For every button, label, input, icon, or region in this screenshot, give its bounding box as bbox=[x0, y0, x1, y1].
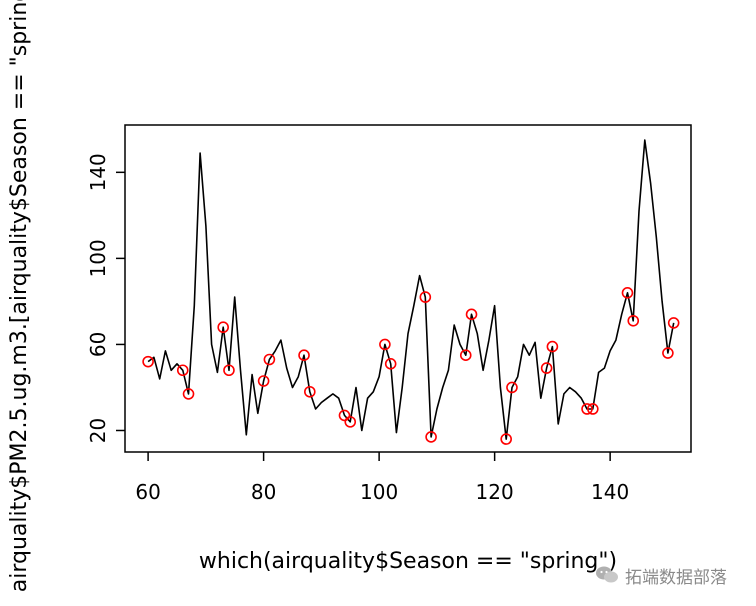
marked-point bbox=[540, 362, 553, 374]
series-line bbox=[147, 139, 675, 440]
marked-point bbox=[142, 355, 154, 368]
marked-point bbox=[581, 403, 593, 415]
marked-points bbox=[142, 287, 680, 445]
marked-point bbox=[384, 357, 397, 370]
x-axis-title: which(airquality$Season == "spring") bbox=[199, 549, 617, 574]
plot-area-frame bbox=[124, 124, 692, 453]
x-axis: 60 80 100 120 140 bbox=[135, 452, 629, 504]
marked-point bbox=[621, 287, 634, 299]
watermark: 拓端数据部落 bbox=[595, 560, 727, 590]
x-tick-label: 60 bbox=[135, 480, 160, 504]
marked-point bbox=[627, 314, 640, 327]
y-axis-title: airquality$PM2.5.ug.m3.[airquality$Seaso… bbox=[7, 0, 32, 592]
watermark-text: 拓端数据部落 bbox=[625, 567, 727, 588]
marked-point bbox=[419, 291, 432, 303]
marked-point bbox=[587, 403, 599, 415]
y-tick-label: 20 bbox=[86, 418, 110, 443]
marked-point bbox=[344, 416, 357, 428]
marked-point bbox=[662, 347, 674, 359]
marked-point bbox=[263, 353, 276, 366]
marked-point bbox=[465, 308, 478, 321]
x-tick-label: 100 bbox=[360, 480, 398, 504]
marked-point bbox=[506, 381, 518, 394]
marked-point bbox=[500, 433, 512, 445]
x-tick-label: 80 bbox=[251, 480, 276, 504]
marked-point bbox=[667, 317, 680, 329]
marked-point bbox=[459, 349, 472, 361]
marked-point bbox=[338, 409, 351, 422]
y-axis: 20 60 100 140 bbox=[86, 153, 125, 443]
marked-point bbox=[425, 431, 437, 443]
y-tick-label: 60 bbox=[86, 332, 110, 357]
marked-point bbox=[379, 338, 391, 351]
marked-point bbox=[257, 375, 270, 387]
marked-point bbox=[176, 364, 189, 377]
wechat-icon bbox=[595, 565, 619, 585]
x-tick-label: 120 bbox=[476, 480, 514, 504]
marked-point bbox=[217, 321, 229, 334]
marked-point bbox=[546, 340, 559, 353]
marked-point bbox=[298, 349, 310, 361]
y-tick-label: 100 bbox=[86, 239, 110, 277]
marked-point bbox=[223, 364, 235, 377]
marked-point bbox=[182, 388, 195, 400]
marked-point bbox=[304, 385, 316, 398]
y-tick-label: 140 bbox=[86, 153, 110, 191]
x-tick-label: 140 bbox=[591, 480, 629, 504]
